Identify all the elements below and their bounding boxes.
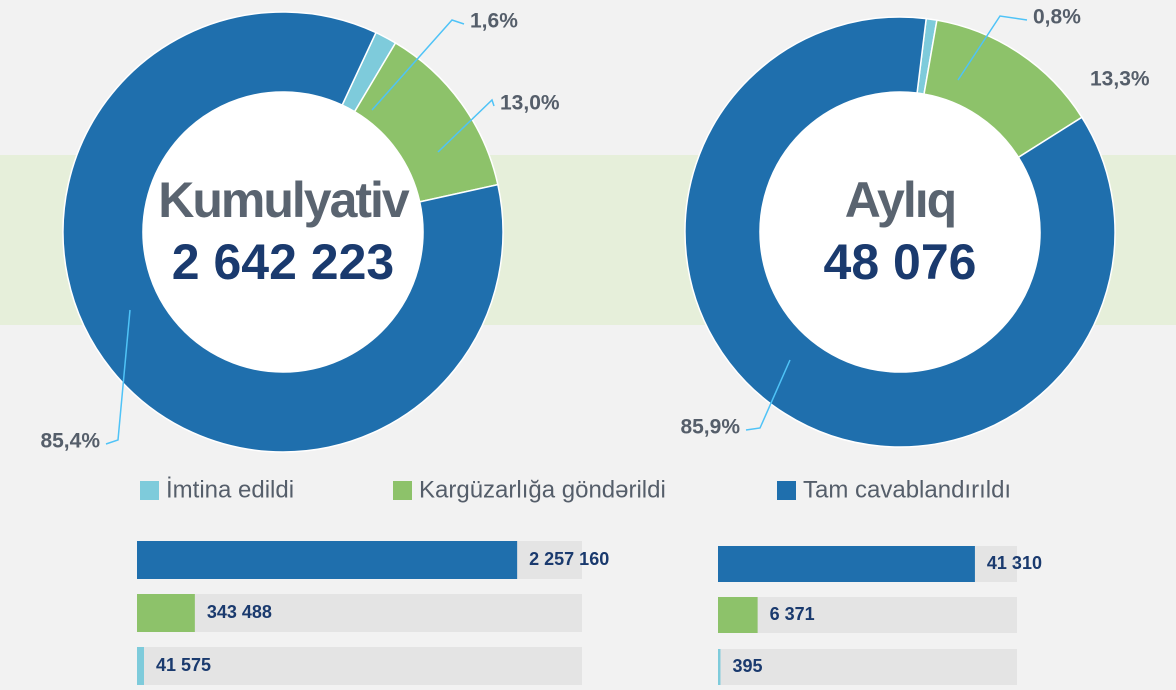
leader-line (437, 98, 495, 153)
bar-track (718, 649, 1017, 685)
bar-track (137, 647, 582, 685)
bar-label: 2 257 160 (529, 549, 609, 569)
slice-label: 13,3% (1090, 68, 1150, 91)
bar (718, 546, 975, 582)
bar-track (137, 594, 582, 632)
bar-label: 41 575 (156, 655, 211, 675)
bar (137, 541, 518, 579)
donut-hole (760, 92, 1040, 372)
leader-line (371, 19, 465, 111)
bar-label: 395 (732, 656, 762, 676)
slice-label: 1,6% (470, 10, 518, 33)
donut-title: Kumulyativ (158, 172, 410, 228)
donut-total: 48 076 (824, 234, 977, 290)
bar-label: 6 371 (770, 604, 815, 624)
legend-label: Tam cavablandırıldı (803, 476, 1011, 503)
bar (137, 594, 195, 632)
slice-label: 0,8% (1033, 6, 1081, 29)
bar-label: 343 488 (207, 602, 272, 622)
bar (718, 597, 758, 633)
slice-label: 85,9% (680, 416, 740, 439)
leader-line (105, 309, 131, 445)
slice-label: 85,4% (40, 430, 100, 453)
donut-title: Aylıq (845, 172, 955, 228)
slice-label: 13,0% (500, 92, 560, 115)
legend-swatch (393, 481, 412, 500)
leader-line (957, 15, 1028, 81)
donut-hole (143, 92, 423, 372)
legend-swatch (777, 481, 796, 500)
legend-label: İmtina edildi (166, 476, 294, 503)
bar (137, 647, 145, 685)
bar-track (718, 597, 1017, 633)
leader-line (745, 359, 791, 431)
bar (718, 649, 721, 685)
legend-swatch (140, 481, 159, 500)
donut-total: 2 642 223 (172, 234, 394, 290)
legend-label: Kargüzarlığa göndərildi (419, 476, 666, 503)
bar-label: 41 310 (987, 553, 1042, 573)
